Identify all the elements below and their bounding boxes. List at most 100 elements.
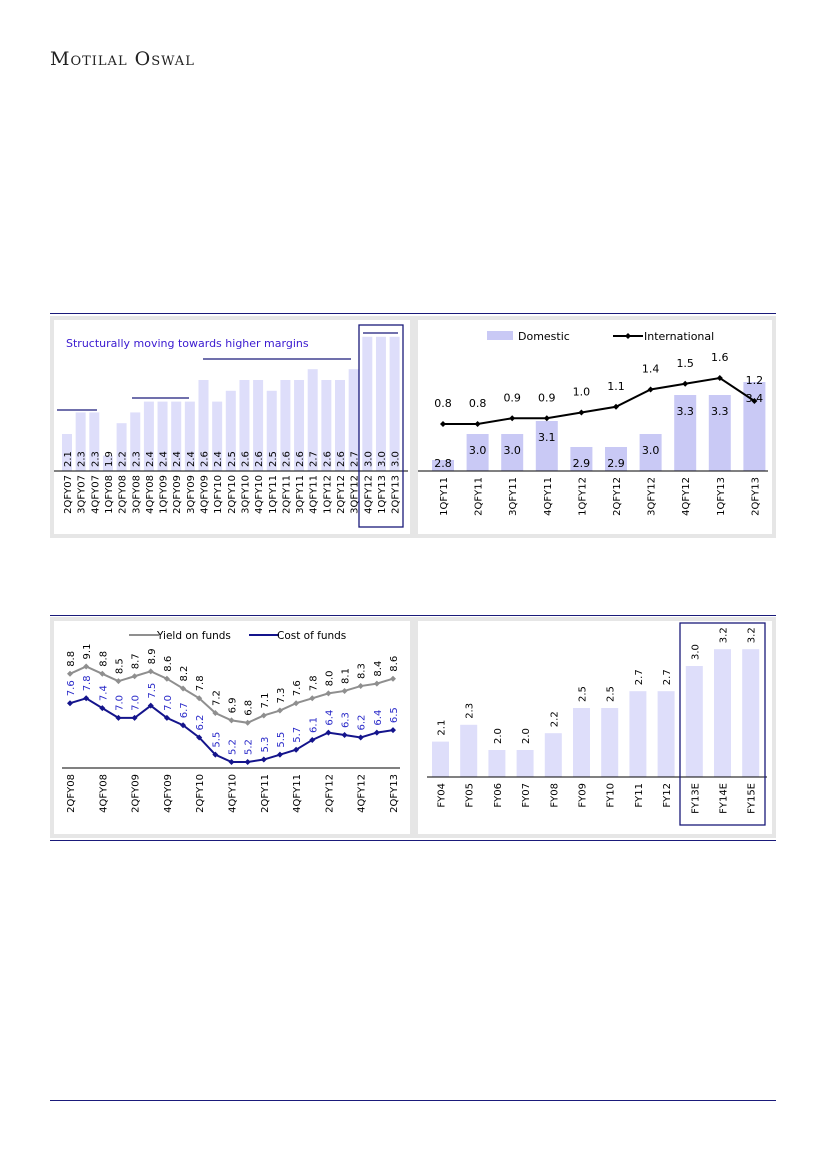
bar-domestic bbox=[743, 382, 766, 471]
category-label: 4QFY10 bbox=[254, 475, 265, 514]
value-label-yield: 6.9 bbox=[228, 697, 239, 713]
line-marker-yield bbox=[163, 675, 170, 682]
line-marker-yield bbox=[293, 700, 300, 707]
bar bbox=[321, 380, 332, 471]
line-marker bbox=[578, 409, 585, 416]
bar-value-label: 3.0 bbox=[469, 444, 487, 457]
category-label: 4QFY12 bbox=[363, 475, 374, 514]
bar bbox=[601, 708, 619, 777]
chart-title: Structurally moving towards higher margi… bbox=[66, 337, 309, 350]
legend-label-international: International bbox=[644, 330, 714, 343]
category-label: FY05 bbox=[465, 783, 476, 808]
value-label-yield: 8.2 bbox=[179, 666, 190, 682]
line-marker-yield bbox=[99, 670, 106, 677]
line-value-label: 1.6 bbox=[711, 351, 729, 364]
bar-value-label: 2.4 bbox=[159, 451, 170, 467]
brand-logo: Motilal Oswal bbox=[50, 48, 195, 70]
bar-value-label: 2.9 bbox=[607, 457, 625, 470]
bar-value-label: 3.3 bbox=[711, 405, 729, 418]
bar-domestic bbox=[466, 434, 489, 471]
value-label-cost: 5.2 bbox=[228, 739, 239, 755]
bar-domestic bbox=[501, 434, 524, 471]
line-marker-cost bbox=[325, 729, 332, 736]
bar bbox=[62, 434, 72, 471]
value-label-yield: 8.8 bbox=[66, 651, 77, 667]
line-marker bbox=[647, 386, 654, 393]
bar-value-label: 2.1 bbox=[437, 720, 448, 736]
line-international bbox=[443, 376, 755, 425]
bar-value-label: 1.9 bbox=[104, 451, 115, 467]
bar-value-label: 3.3 bbox=[676, 405, 694, 418]
bar bbox=[335, 380, 345, 471]
line-marker-cost bbox=[196, 734, 203, 741]
category-label: 2QFY12 bbox=[612, 477, 623, 516]
legend-marker-international bbox=[625, 333, 631, 339]
line-marker bbox=[613, 403, 619, 410]
category-label: 2QFY10 bbox=[227, 475, 238, 514]
category-label: 4QFY07 bbox=[90, 475, 101, 514]
line-marker-yield bbox=[180, 685, 187, 692]
bar bbox=[432, 741, 449, 777]
category-label: 2QFY11 bbox=[474, 477, 485, 516]
line-marker-yield bbox=[83, 663, 90, 670]
bar-domestic bbox=[708, 395, 731, 471]
category-label: 3QFY12 bbox=[350, 475, 361, 514]
bar bbox=[116, 423, 127, 471]
line-value-label: 0.9 bbox=[503, 391, 521, 404]
line-marker-cost bbox=[244, 759, 251, 765]
bar-value-label: 3.0 bbox=[391, 451, 402, 467]
category-label: 1QFY10 bbox=[213, 475, 224, 514]
category-label: 1QFY09 bbox=[159, 475, 170, 514]
value-label-cost: 6.4 bbox=[324, 710, 335, 726]
category-label: 3QFY09 bbox=[186, 475, 197, 514]
line-value-label: 1.4 bbox=[642, 363, 660, 376]
bar bbox=[184, 401, 195, 471]
category-label: 3QFY12 bbox=[647, 477, 658, 516]
line-marker-yield bbox=[212, 710, 219, 716]
bar-value-label: 2.6 bbox=[240, 451, 251, 467]
line-marker-cost bbox=[67, 700, 73, 707]
line-marker-cost bbox=[357, 734, 364, 741]
category-label: 4QFY11 bbox=[292, 774, 303, 813]
line-marker-cost bbox=[99, 705, 106, 712]
category-label: 1QFY13 bbox=[716, 477, 727, 516]
bar-value-label: 3.0 bbox=[690, 644, 701, 660]
bar-value-label: 3.0 bbox=[642, 444, 660, 457]
bar-value-label: 3.0 bbox=[377, 451, 388, 467]
category-label: FY14E bbox=[719, 783, 730, 814]
bar-value-label: 2.6 bbox=[254, 451, 265, 467]
value-label-yield: 7.6 bbox=[292, 680, 303, 696]
value-label-yield: 7.8 bbox=[195, 675, 206, 691]
category-label: 4QFY11 bbox=[543, 477, 554, 516]
category-label: 2QFY07 bbox=[63, 475, 74, 514]
bar bbox=[253, 380, 264, 471]
bar-value-label: 2.3 bbox=[465, 703, 476, 719]
bar-domestic bbox=[639, 434, 662, 471]
bar bbox=[130, 412, 141, 471]
bar bbox=[362, 336, 373, 471]
value-label-cost: 6.3 bbox=[341, 712, 352, 728]
bar bbox=[307, 369, 318, 471]
category-label: 3QFY07 bbox=[77, 475, 88, 514]
bar-value-label: 3.0 bbox=[363, 451, 374, 467]
category-label: 2QFY11 bbox=[281, 475, 292, 514]
value-label-yield: 8.8 bbox=[98, 651, 109, 667]
category-label: 2QFY11 bbox=[260, 774, 271, 813]
category-label: 4QFY08 bbox=[145, 475, 156, 514]
category-label: 1QFY08 bbox=[104, 475, 115, 514]
bar bbox=[685, 666, 703, 777]
category-label: 4QFY08 bbox=[98, 774, 109, 813]
bar bbox=[102, 455, 113, 471]
line-marker-yield bbox=[341, 687, 348, 694]
legend-label-domestic: Domestic bbox=[518, 330, 570, 343]
bar bbox=[389, 336, 400, 471]
value-label-cost: 7.5 bbox=[147, 683, 158, 699]
value-label-yield: 8.3 bbox=[357, 663, 368, 679]
line-marker-cost bbox=[180, 722, 187, 729]
category-label: 1QFY12 bbox=[322, 475, 333, 514]
value-label-yield: 8.6 bbox=[163, 656, 174, 672]
bar-value-label: 2.7 bbox=[662, 669, 673, 685]
category-label: 3QFY11 bbox=[508, 477, 519, 516]
bar-value-label: 2.2 bbox=[118, 451, 129, 467]
value-label-yield: 8.1 bbox=[341, 668, 352, 684]
